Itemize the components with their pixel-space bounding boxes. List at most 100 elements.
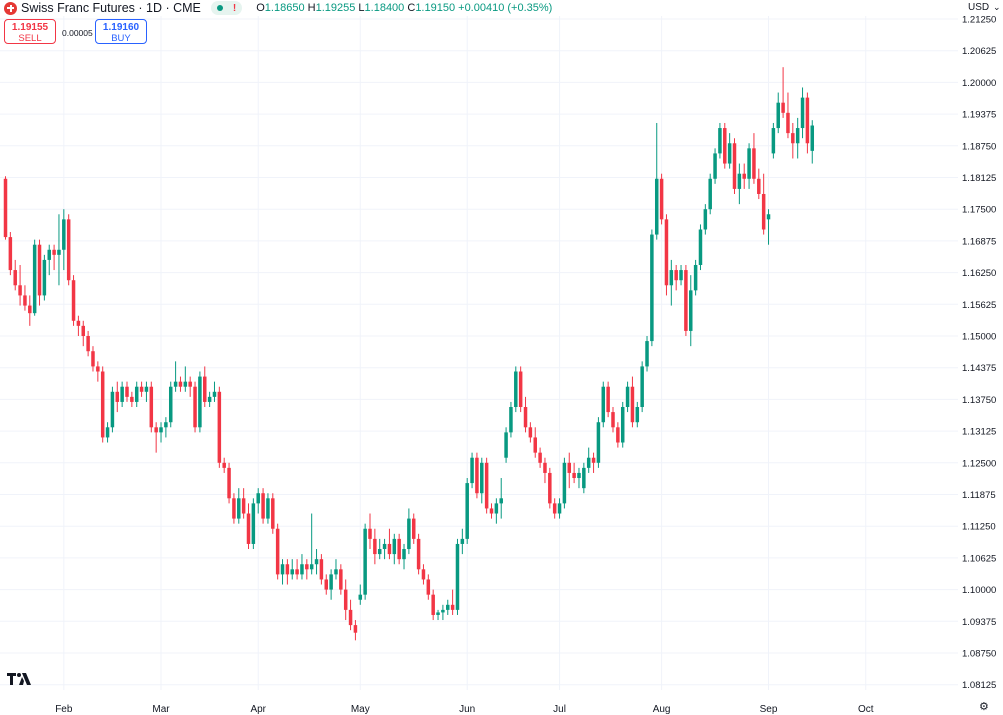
candle-body — [134, 386, 139, 402]
candle — [611, 407, 615, 433]
candle-body — [718, 128, 722, 154]
candle-body — [504, 432, 508, 458]
candle-body — [100, 371, 105, 438]
settings-gear-icon[interactable]: ⚙ — [979, 701, 989, 713]
candle-body — [742, 173, 746, 179]
candle-body — [543, 462, 547, 473]
candle — [591, 452, 596, 473]
candle — [178, 376, 183, 392]
candle-body — [295, 569, 299, 575]
time-axis: Feb Mar Apr May Jun Jul Aug Sep Oct — [55, 704, 874, 715]
candle — [732, 138, 737, 194]
price-tick-label: 1.08750 — [962, 649, 996, 660]
candle — [470, 452, 474, 489]
candle — [246, 503, 251, 550]
candle-body — [421, 569, 426, 580]
candle-body — [275, 528, 280, 575]
low-label: L — [358, 2, 365, 14]
currency-selector[interactable]: USD — [968, 2, 990, 13]
candle — [134, 381, 139, 408]
candle-body — [188, 381, 192, 387]
chart-grid — [0, 16, 958, 690]
candle-body — [334, 569, 338, 575]
buy-button[interactable]: 1.19160 BUY — [95, 19, 147, 44]
candle-body — [727, 143, 732, 164]
chevron-down-icon[interactable]: ⌄ — [993, 2, 1001, 12]
candle — [640, 361, 644, 413]
market-status-pill[interactable]: ! — [210, 1, 243, 15]
time-tick-label: Apr — [250, 704, 266, 715]
candle-body — [577, 472, 581, 479]
candle-body — [290, 569, 294, 575]
candle-body — [37, 244, 42, 296]
candle — [363, 523, 367, 600]
candle — [105, 422, 110, 443]
candle — [402, 543, 406, 570]
candle — [266, 493, 270, 524]
open-value: 1.18650 — [264, 2, 305, 14]
candle-body — [120, 386, 124, 402]
time-tick-label: May — [351, 704, 370, 715]
candle — [727, 133, 732, 169]
candle-body — [601, 386, 606, 423]
candle-body — [795, 128, 800, 144]
price-tick-label: 1.13125 — [962, 427, 996, 438]
candle — [334, 559, 338, 580]
candle-body — [368, 528, 372, 539]
candle — [314, 549, 319, 575]
candle-body — [42, 259, 47, 296]
candle — [392, 533, 397, 565]
price-tick-label: 1.21250 — [962, 15, 996, 26]
buy-price: 1.19160 — [102, 22, 140, 33]
time-tick-label: Jul — [553, 704, 566, 715]
candle — [241, 488, 246, 519]
candle-body — [193, 386, 197, 428]
candle — [674, 264, 678, 291]
candle-body — [144, 386, 149, 392]
tradingview-logo-icon[interactable] — [7, 673, 31, 686]
candle-body — [514, 371, 518, 408]
candle — [698, 224, 703, 271]
price-tick-label: 1.11875 — [962, 490, 996, 501]
candle — [8, 232, 13, 276]
symbol-title[interactable]: Swiss Franc Futures · 1D · CME — [21, 1, 201, 15]
candle-body — [567, 462, 572, 473]
candle-body — [154, 427, 158, 433]
candle — [373, 528, 377, 565]
candle — [207, 391, 212, 408]
candle — [52, 244, 56, 271]
candle — [509, 401, 513, 438]
candle-body — [71, 280, 76, 321]
candle-body — [499, 498, 503, 504]
candle — [256, 488, 260, 514]
candle-body — [489, 508, 494, 514]
candle — [319, 554, 324, 585]
candle — [713, 148, 717, 184]
high-value: 1.19255 — [315, 2, 356, 14]
candle-body — [723, 128, 727, 164]
candle — [300, 554, 304, 580]
candle-body — [460, 538, 465, 544]
sell-button[interactable]: 1.19155 SELL — [4, 19, 56, 44]
candle — [28, 295, 32, 326]
candle-body — [115, 391, 120, 402]
candle-body — [392, 538, 397, 555]
candle — [309, 513, 314, 575]
chart-header: Swiss Franc Futures · 1D · CME ! O1.1865… — [0, 0, 552, 16]
candle — [625, 381, 630, 413]
candle — [168, 381, 173, 428]
candle — [76, 315, 81, 336]
candle-body — [484, 462, 489, 509]
candle — [86, 330, 90, 357]
candle-body — [212, 391, 217, 397]
candle — [460, 528, 465, 555]
candle — [791, 122, 795, 159]
candle-body — [465, 483, 469, 539]
candle-body — [178, 381, 183, 387]
price-tick-label: 1.18125 — [962, 173, 996, 184]
candle-body — [198, 376, 202, 428]
candle-body — [159, 427, 163, 433]
candle — [484, 457, 489, 514]
candle-body — [397, 538, 401, 560]
